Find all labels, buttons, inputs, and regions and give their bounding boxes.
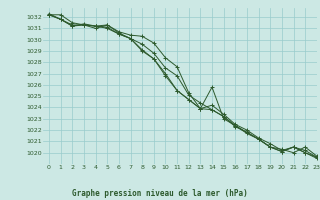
Text: Graphe pression niveau de la mer (hPa): Graphe pression niveau de la mer (hPa) <box>72 189 248 198</box>
